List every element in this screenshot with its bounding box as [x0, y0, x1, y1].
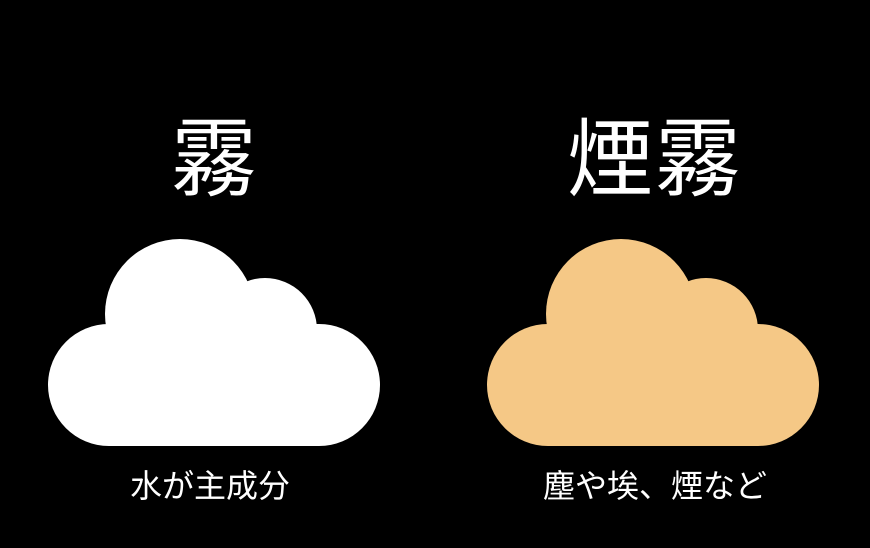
haze-title: 煙霧 [567, 110, 743, 210]
orange-cloud-icon [487, 239, 819, 446]
cloud-shape [48, 239, 380, 446]
fog-caption: 水が主成分 [129, 467, 290, 505]
haze-panel: 煙霧 塵や埃、煙など [440, 0, 870, 548]
fog-title: 霧 [171, 110, 259, 210]
haze-caption: 塵や埃、煙など [542, 467, 767, 505]
fog-panel: 霧 水が主成分 [0, 0, 430, 548]
white-cloud-icon [48, 239, 380, 446]
cloud-shape [487, 239, 819, 446]
